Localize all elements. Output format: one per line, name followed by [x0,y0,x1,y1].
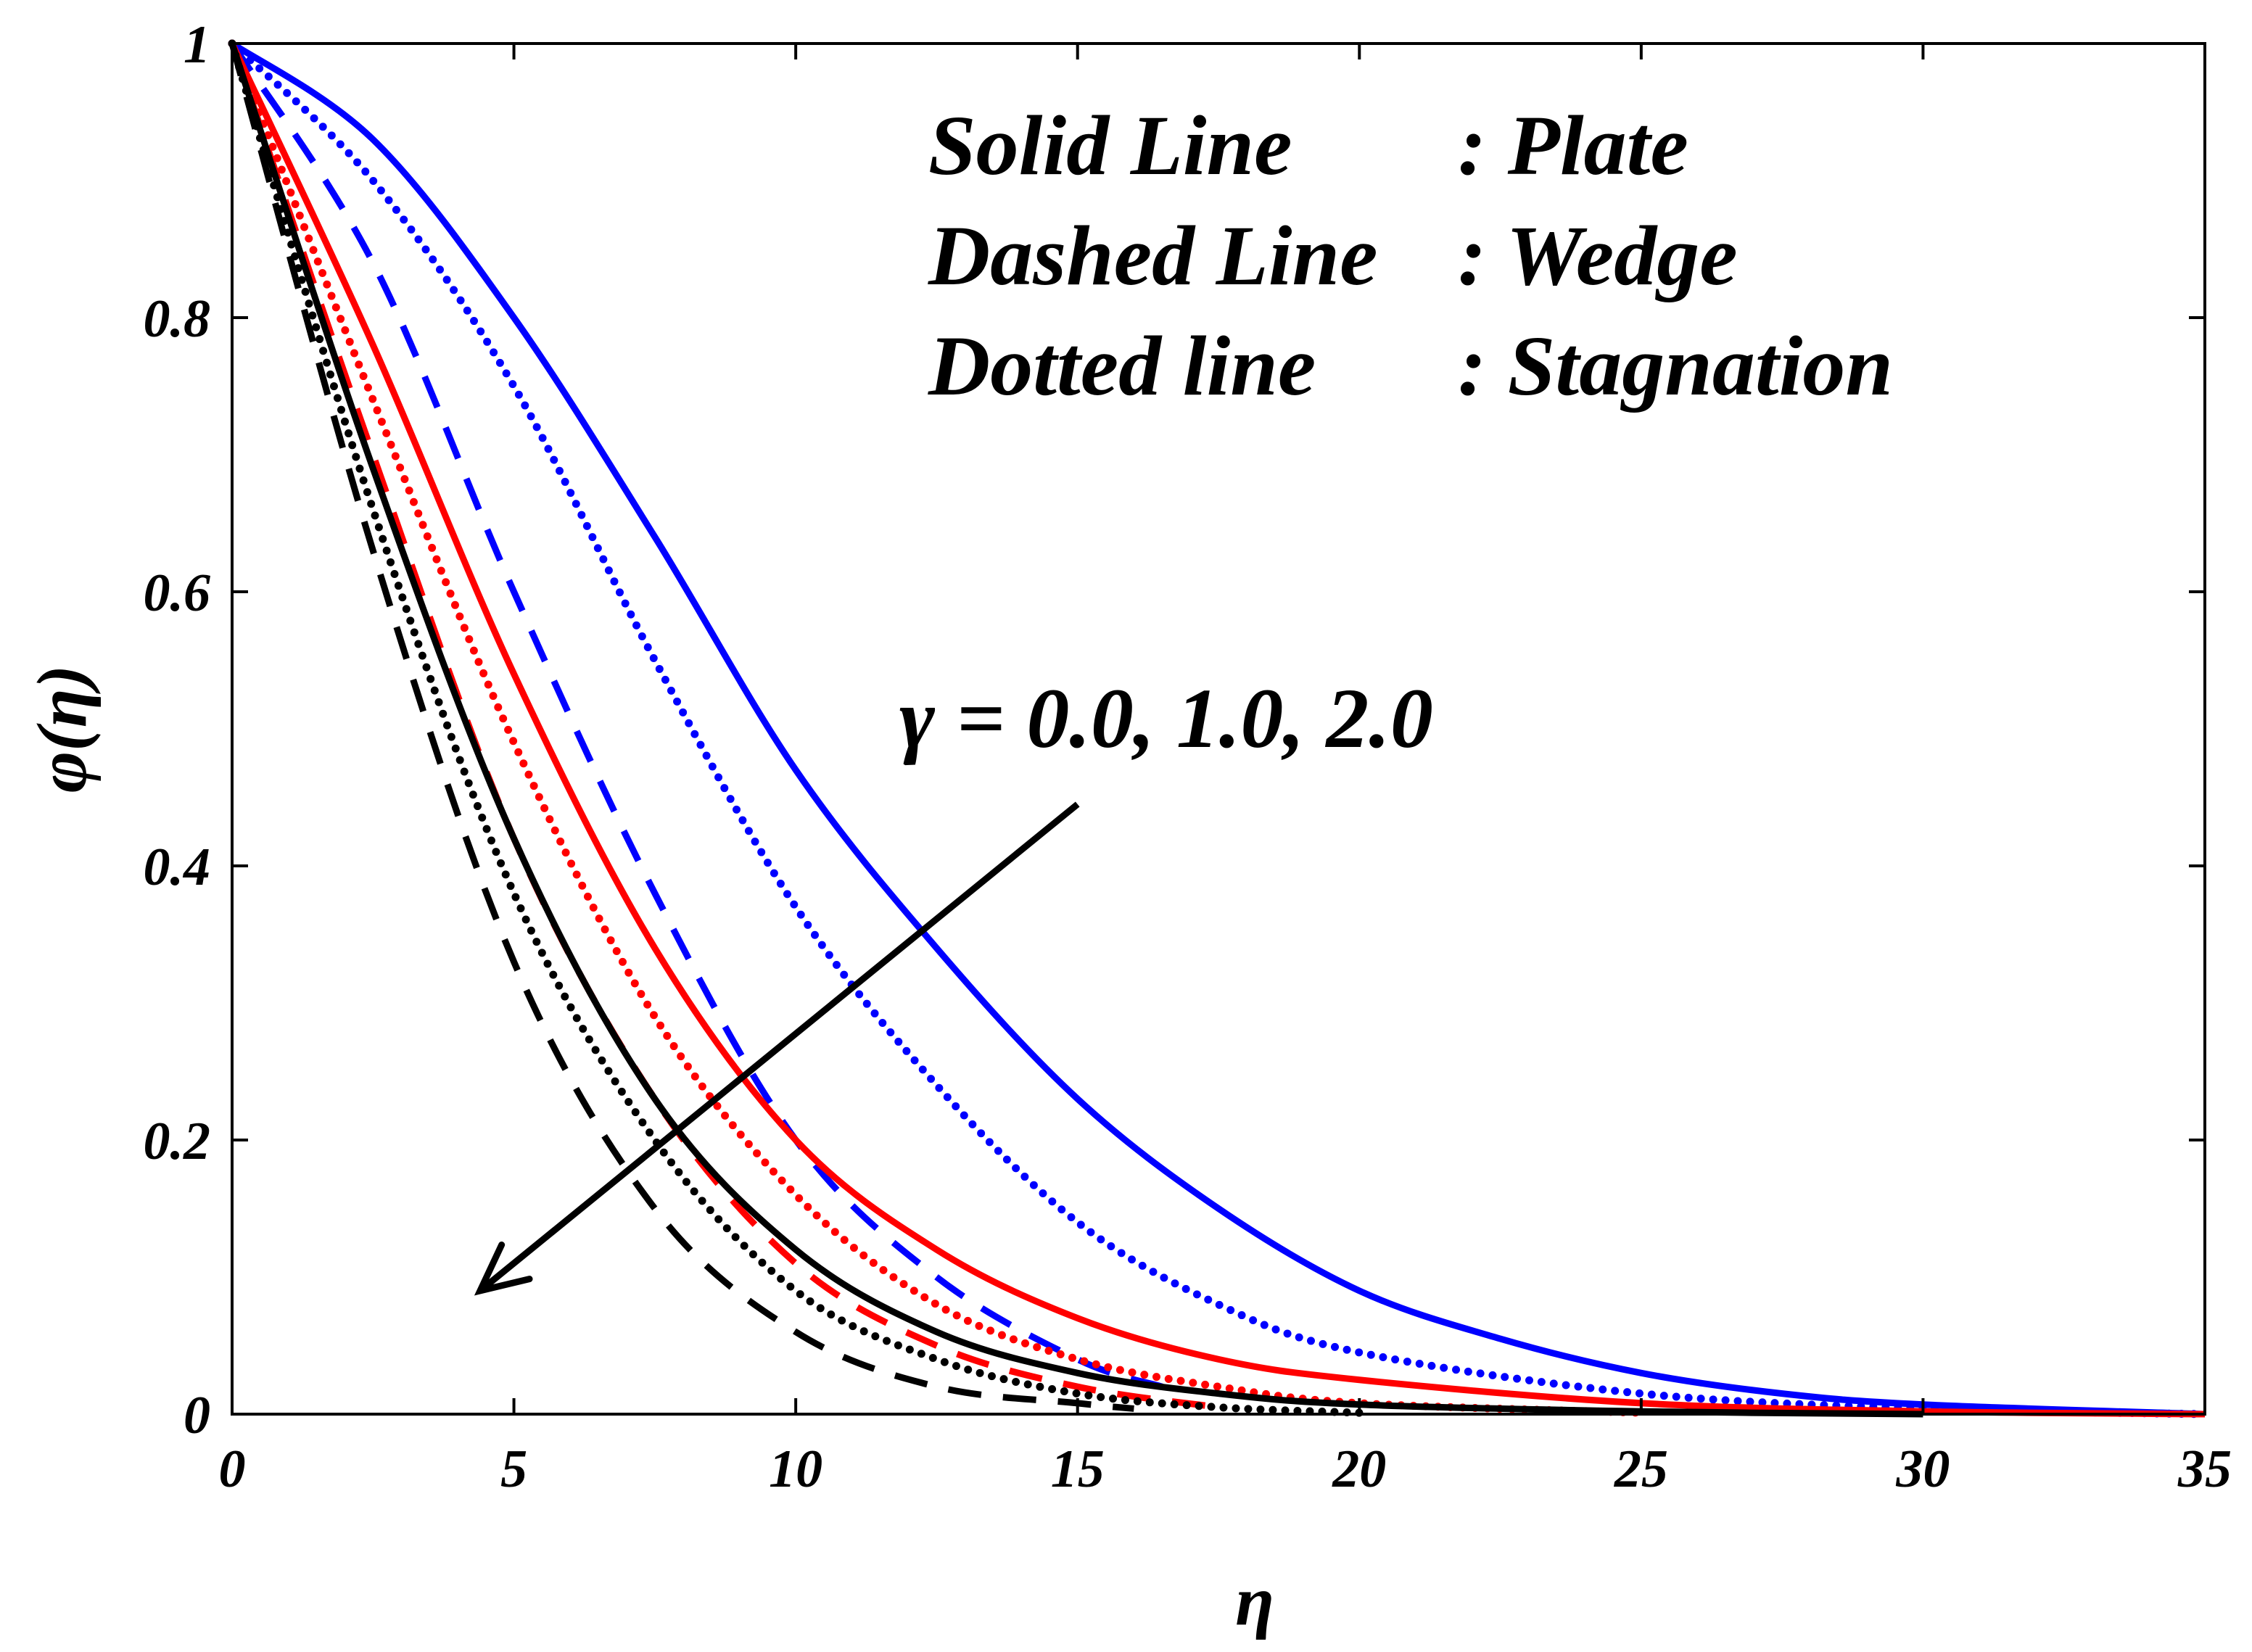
gamma-arrow-shaft [478,801,1080,1294]
y-tick-label: 0.4 [144,838,211,897]
x-tick-label: 0 [219,1440,246,1499]
plot-area [232,44,2205,1414]
y-tick-label: 0 [183,1386,210,1445]
legend-dotted-geometry: : Stagnation [1458,318,1893,413]
series-line-plate-2-0 [228,42,1923,1418]
x-tick-label: 35 [2177,1440,2232,1499]
y-tick-label: 1 [183,15,210,75]
gamma-arrow-head [474,1242,533,1296]
x-tick-label: 30 [1895,1440,1950,1499]
x-tick-label: 10 [769,1440,822,1499]
series-line-wedge-0-0 [229,41,1163,1390]
legend-dashed-geometry: : Wedge [1458,208,1738,303]
legend-solid-style: Solid Line [928,98,1292,193]
y-tick-label: 0.8 [144,289,211,349]
x-tick-label: 5 [500,1440,527,1499]
series-layer [228,39,2209,1418]
y-tick-label: 0.2 [144,1112,211,1171]
series-line-stagnation-1-0 [228,39,1646,1417]
y-axis-title: φ(η) [23,665,102,793]
series-line-plate-0-0 [230,41,2206,1418]
x-tick-label: 20 [1332,1440,1386,1499]
gamma-annotation: γ = 0.0, 1.0, 2.0 [899,671,1433,766]
x-axis-title: η [1235,1562,1274,1640]
legend-dotted-style: Dotted line [928,318,1316,413]
x-tick-label: 15 [1051,1440,1105,1499]
y-tick-label: 0.6 [144,563,211,623]
tick-layer: 0 5 10 15 20 25 30 35 0 0.2 0.4 0.6 0.8 1 [144,15,2232,1499]
series-line-stagnation-2-0 [228,39,1364,1417]
legend-solid-geometry: : Plate [1458,98,1688,193]
series-line-plate-1-0 [228,42,2206,1418]
series-line-wedge-2-0 [228,42,1134,1412]
axes-box [231,42,2206,1416]
legend-dashed-style: Dashed Line [928,208,1378,303]
x-tick-label: 25 [1614,1440,1668,1499]
line-style-legend: Solid Line : Plate Dashed Line : Wedge D… [928,98,1893,413]
series-line-stagnation-0-0 [228,39,2209,1418]
